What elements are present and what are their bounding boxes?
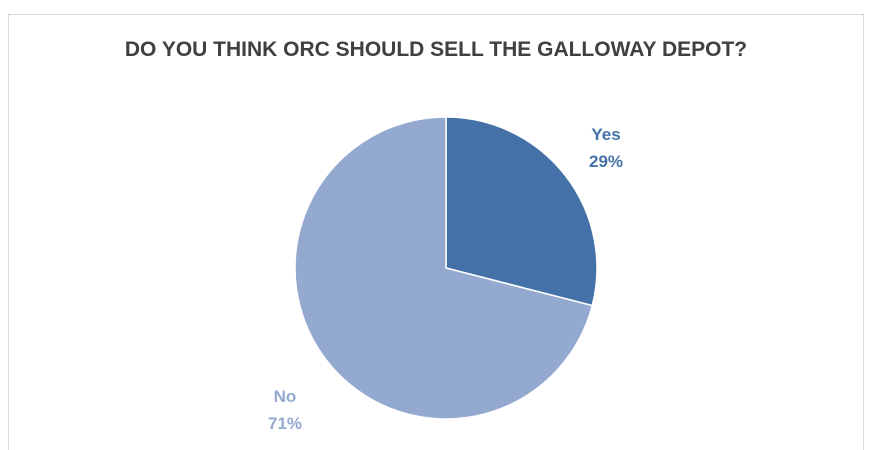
slice-value-label: 29% — [589, 152, 623, 171]
slice-category-label: Yes — [591, 125, 620, 144]
pie-slice-no — [294, 116, 594, 420]
slice-label-yes: Yes 29% — [589, 125, 623, 171]
pie-slice-yes — [445, 116, 598, 307]
slice-label-no: No 71% — [268, 387, 302, 433]
slice-value-label: 71% — [268, 414, 302, 433]
slice-category-label: No — [274, 387, 297, 406]
pie-slices — [294, 116, 598, 420]
chart-title: DO YOU THINK ORC SHOULD SELL THE GALLOWA… — [124, 38, 748, 61]
pie-labels: Yes 29% No 71% — [268, 125, 623, 433]
